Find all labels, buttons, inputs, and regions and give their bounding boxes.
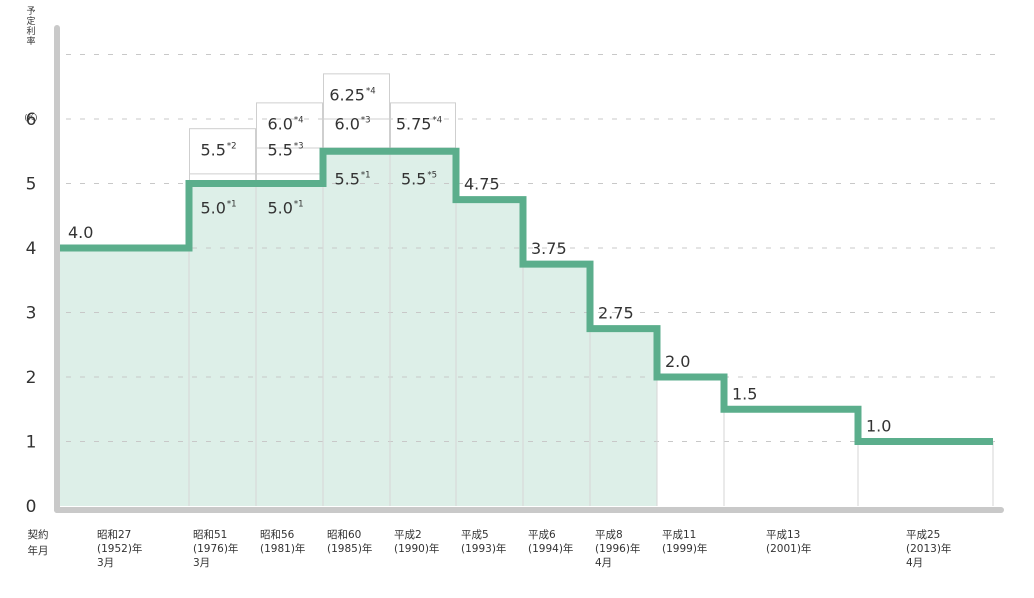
note-value: 5.5*2 <box>200 140 236 159</box>
y-unit: (%) <box>25 113 38 122</box>
note-mark: *4 <box>432 115 442 125</box>
y-tick-label: 6 <box>26 110 37 130</box>
note-value: 6.0*4 <box>267 114 303 133</box>
x-tick-label: 昭和51 (1976)年 3月 <box>193 529 238 569</box>
x-tick-label: 平成6 (1994)年 <box>528 529 573 555</box>
x-tick-label: 昭和27 (1952)年 3月 <box>97 529 142 569</box>
x-tick-label: 平成8 (1996)年 4月 <box>595 529 640 569</box>
x-tick-label: 平成13 (2001)年 <box>766 529 811 555</box>
x-axis-title: 契約年月 <box>28 528 49 557</box>
y-tick-label: 2 <box>26 368 37 388</box>
rate-label: 1.5 <box>732 384 757 403</box>
note-mark: *1 <box>294 199 304 209</box>
y-tick-label: 1 <box>26 433 37 453</box>
y-tick-label: 0 <box>26 497 37 517</box>
note-mark: *3 <box>294 141 304 151</box>
note-mark: *5 <box>427 170 437 180</box>
note-value: 6.0*3 <box>334 114 370 133</box>
x-tick-label: 平成5 (1993)年 <box>461 529 506 555</box>
note-mark: *2 <box>227 141 237 151</box>
note-mark: *4 <box>366 86 376 96</box>
y-tick-label: 5 <box>26 175 37 195</box>
y-tick-label: 4 <box>26 239 37 259</box>
rate-label: 3.75 <box>531 239 567 258</box>
rate-label: 1.0 <box>866 417 891 436</box>
note-value: 5.75*4 <box>396 114 442 133</box>
rate-label: 2.0 <box>665 352 690 371</box>
y-axis-title: 予定利率 <box>26 6 35 47</box>
note-value: 5.5*3 <box>267 140 303 159</box>
x-tick-label: 平成2 (1990)年 <box>394 529 439 555</box>
x-tick-label: 平成11 (1999)年 <box>662 529 707 555</box>
note-mark: *3 <box>361 115 371 125</box>
note-mark: *1 <box>361 170 371 180</box>
note-mark: *1 <box>227 199 237 209</box>
x-tick-label: 昭和56 (1981)年 <box>260 529 305 555</box>
x-tick-label: 昭和60 (1985)年 <box>327 529 372 555</box>
x-tick-label: 平成25 (2013)年 4月 <box>906 529 951 569</box>
rate-step-line <box>60 147 993 445</box>
rate-label: 2.75 <box>598 304 634 323</box>
note-value: 6.25*4 <box>329 85 375 104</box>
note-mark: *4 <box>294 115 304 125</box>
y-tick-label: 3 <box>26 304 37 324</box>
area-fill <box>60 151 657 506</box>
rate-label: 4.0 <box>68 223 93 242</box>
rate-label: 4.75 <box>464 175 500 194</box>
